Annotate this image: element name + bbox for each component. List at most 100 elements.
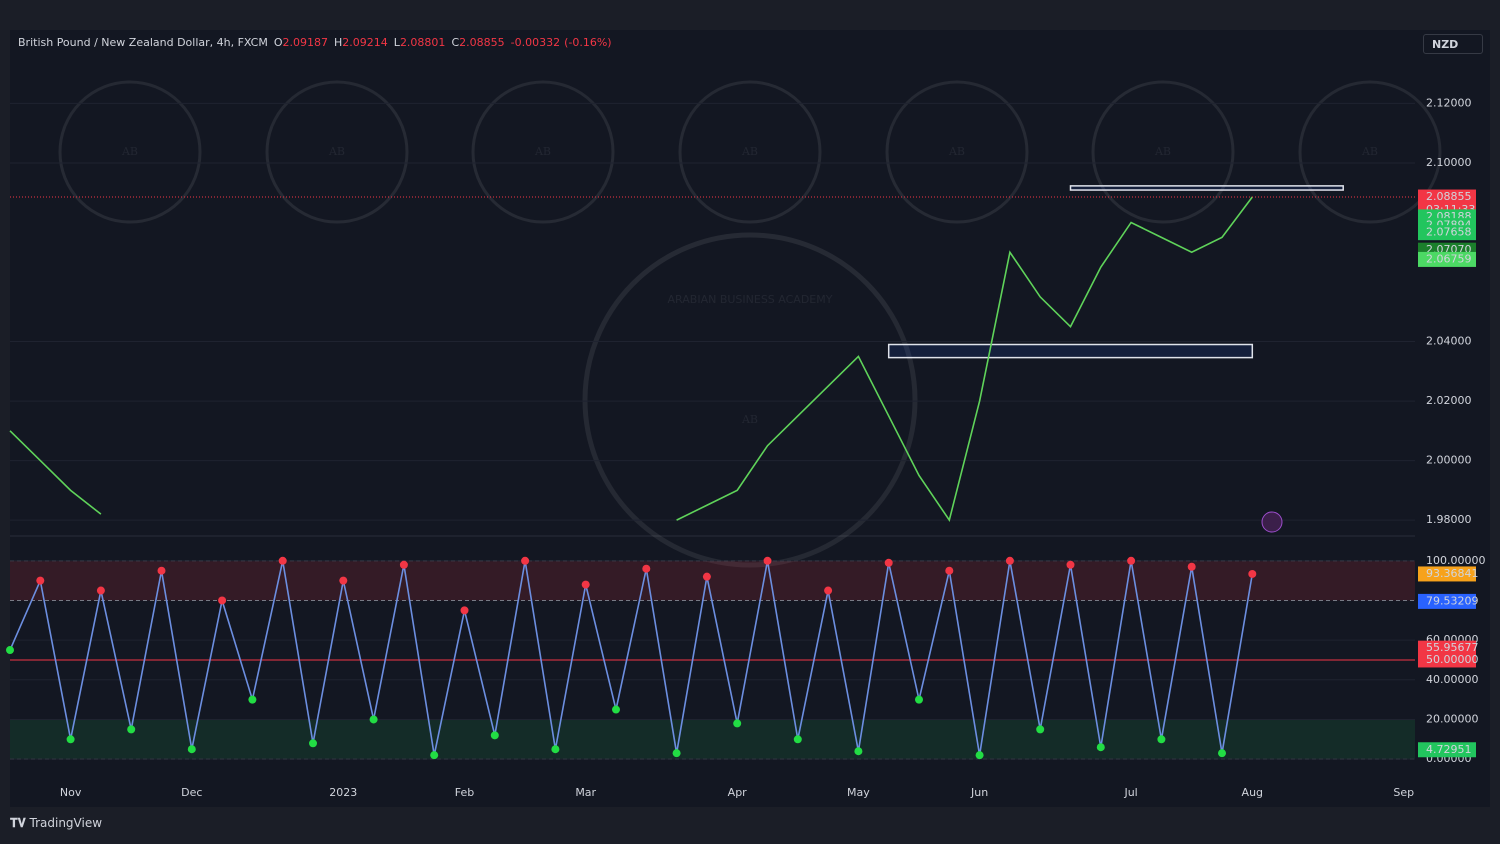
- price-label-box: [1418, 742, 1476, 758]
- price-label-box: [1418, 225, 1476, 241]
- peak-dot: [339, 576, 348, 585]
- x-tick-label: Jul: [1123, 786, 1137, 799]
- x-tick-label: Feb: [455, 786, 474, 799]
- peak-dot: [1005, 556, 1014, 565]
- price-line: [9, 196, 1253, 523]
- peak-dot: [642, 564, 651, 573]
- change-percent: (-0.16%): [564, 36, 612, 49]
- trough-dot: [915, 695, 923, 704]
- y-tick-label: 40.00000: [1426, 673, 1479, 686]
- trough-dot: [854, 747, 863, 756]
- x-tick-label: Mar: [575, 786, 596, 799]
- watermark-ring: [582, 232, 918, 568]
- peak-dot: [399, 560, 408, 569]
- x-tick-label: Aug: [1242, 786, 1263, 799]
- legend-header: British Pound / New Zealand Dollar, 4h, …: [18, 36, 618, 49]
- brand-logo: 𝐓𝐕: [10, 816, 26, 830]
- peak-dot: [884, 558, 893, 567]
- price-label: 4.72951: [1426, 743, 1472, 756]
- trough-dot: [551, 745, 560, 754]
- peak-dot: [36, 576, 45, 585]
- trough-dot: [369, 715, 378, 724]
- peak-dot: [157, 566, 166, 575]
- x-tick-label: Sep: [1393, 786, 1414, 799]
- ohlc-label: C: [451, 36, 460, 49]
- y-tick-label: 2.00000: [1426, 454, 1472, 467]
- price-label: 79.53209: [1426, 594, 1479, 607]
- overbought-band: [10, 560, 1415, 601]
- price-label: 2.08855: [1426, 190, 1472, 203]
- trough-dot: [1218, 749, 1226, 758]
- brand-text: TradingView: [29, 816, 103, 830]
- y-tick-label: 20.00000: [1426, 712, 1479, 725]
- trough-dot: [490, 731, 499, 740]
- watermark-ring: [58, 80, 202, 224]
- ohlc-value: 2.08801: [399, 36, 446, 49]
- x-tick-label: Dec: [181, 786, 202, 799]
- y-tick-label: 2.02000: [1426, 394, 1472, 407]
- trough-dot: [309, 739, 317, 748]
- oversold-band: [10, 719, 1415, 760]
- change: -0.00332: [510, 36, 561, 49]
- peak-dot: [1187, 562, 1196, 571]
- trough-dot: [187, 745, 196, 754]
- peak-dot: [278, 556, 287, 565]
- watermark-initials: AB: [741, 413, 758, 426]
- trough-dot: [248, 695, 257, 704]
- trough-dot: [6, 646, 14, 655]
- price-label-box: [1418, 652, 1476, 668]
- peak-dot: [96, 586, 105, 595]
- peak-dot: [460, 606, 469, 615]
- event-flag[interactable]: [1261, 511, 1283, 533]
- peak-dot: [521, 556, 530, 565]
- x-tick-label: Apr: [728, 786, 748, 799]
- price-label: 50.00000: [1426, 653, 1479, 666]
- ohlc-value: 2.09187: [282, 36, 329, 49]
- watermark-initials: AB: [948, 145, 965, 158]
- price-label-box: [1418, 640, 1476, 656]
- x-tick-label: Nov: [60, 786, 82, 799]
- price-line: [9, 560, 1254, 756]
- peak-dot: [824, 586, 833, 595]
- price-label: 2.07658: [1426, 226, 1472, 239]
- trough-dot: [1157, 735, 1166, 744]
- y-tick-label: 1.98000: [1426, 513, 1472, 526]
- watermark-ring: [471, 80, 615, 224]
- ohlc-label: O: [273, 36, 283, 49]
- x-tick-label: 2023: [329, 786, 357, 799]
- price-label-box: [1418, 566, 1476, 582]
- watermark-initials: AB: [741, 145, 758, 158]
- y-tick-label: 2.12000: [1426, 96, 1472, 109]
- price-label-box: [1418, 251, 1476, 267]
- zone: [1069, 185, 1344, 191]
- price-label: 93.36841: [1426, 567, 1479, 580]
- price-label-box: [1418, 593, 1476, 609]
- symbol: British Pound / New Zealand Dollar, 4h, …: [18, 36, 268, 49]
- watermark-initials: AB: [1361, 145, 1378, 158]
- trough-dot: [793, 735, 802, 744]
- x-tick-label: May: [847, 786, 870, 799]
- watermark-ring: [885, 80, 1029, 224]
- zone: [887, 343, 1254, 359]
- trough-dot: [612, 705, 620, 714]
- watermark-ring: [265, 80, 409, 224]
- trough-dot: [733, 719, 742, 728]
- trough-dot: [66, 735, 75, 744]
- ohlc-value: 2.09214: [342, 36, 388, 49]
- watermark-ring: [1298, 80, 1442, 224]
- trough-dot: [1096, 743, 1105, 752]
- x-tick-label: Jun: [970, 786, 988, 799]
- watermark-initials: AB: [1154, 145, 1171, 158]
- trough-dot: [672, 749, 681, 758]
- peak-dot: [218, 596, 227, 605]
- currency-button[interactable]: NZD: [1423, 34, 1483, 54]
- trough-dot: [127, 725, 136, 734]
- brand: 𝐓𝐕 TradingView: [10, 816, 102, 831]
- watermark-name: ARABIAN BUSINESS ACADEMY: [668, 293, 833, 306]
- peak-dot: [763, 556, 772, 565]
- peak-dot: [1066, 560, 1075, 569]
- ohlc-label: H: [334, 36, 343, 49]
- price-label: 2.06759: [1426, 252, 1472, 265]
- y-tick-label: 2.04000: [1426, 335, 1472, 348]
